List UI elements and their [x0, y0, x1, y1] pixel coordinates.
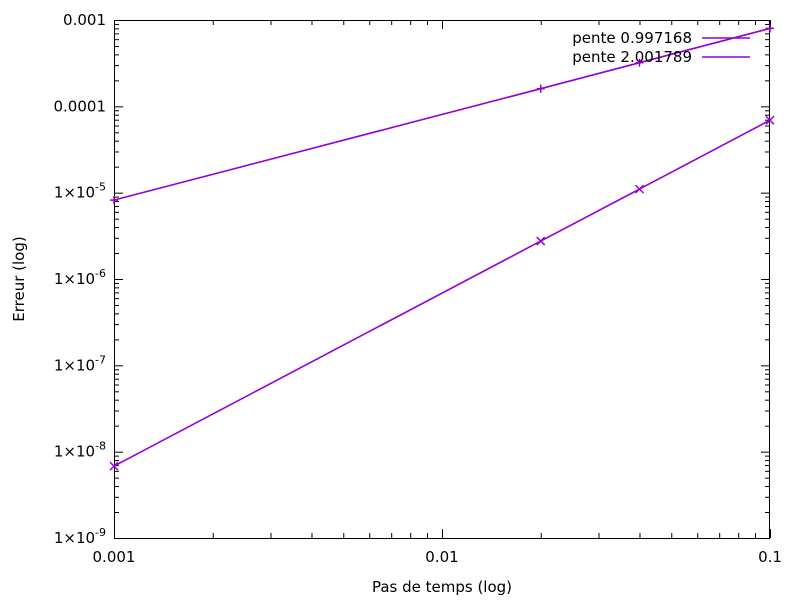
- series-line-2: [113, 119, 771, 467]
- y-tick-label-base: 1×10: [54, 184, 95, 202]
- series-layer: [109, 24, 775, 471]
- y-tick-label-exponent: -8: [95, 440, 106, 453]
- y-tick-label: 1×10-5: [54, 181, 106, 202]
- y-tick-label: 1×10-8: [54, 440, 106, 461]
- y-tick-label-exponent: -9: [95, 526, 106, 539]
- series-2-point: [634, 184, 645, 194]
- x-tick-label: 0.1: [758, 548, 782, 566]
- y-tick-label-base: 1×10: [54, 443, 95, 461]
- y-tick-label-exponent: -5: [95, 181, 106, 194]
- x-axis-title: Pas de temps (log): [372, 578, 512, 596]
- series-2-point: [765, 115, 775, 125]
- legend-label: pente 2.001789: [572, 48, 692, 66]
- data-point-marker: [765, 115, 775, 125]
- series-line-1: [113, 27, 771, 201]
- y-tick-label: 0.001: [63, 11, 106, 29]
- y-tick-label-exponent: -6: [95, 267, 106, 280]
- y-tick-label-base: 0.0001: [54, 97, 107, 115]
- ticks-layer: 0.0010.00011×10-51×10-61×10-71×10-81×10-…: [54, 11, 782, 566]
- y-tick-label: 1×10-6: [54, 267, 106, 288]
- series-1-point: [110, 196, 118, 205]
- series-2-point: [536, 236, 546, 246]
- y-tick-label-base: 1×10: [54, 529, 95, 547]
- y-axis-title: Erreur (log): [10, 236, 28, 321]
- series-1-point: [766, 24, 774, 33]
- data-point-marker: [536, 236, 546, 246]
- y-tick-label: 0.0001: [54, 97, 107, 115]
- data-point-marker: [634, 184, 645, 194]
- series-1-point: [635, 58, 644, 67]
- data-point-marker: [109, 461, 119, 471]
- series-1-point: [536, 84, 545, 93]
- y-tick-label-base: 0.001: [63, 11, 106, 29]
- y-tick-label: 1×10-7: [54, 353, 106, 374]
- legend-label: pente 0.997168: [572, 29, 692, 47]
- y-tick-label-base: 1×10: [54, 270, 95, 288]
- y-tick-label: 1×10-9: [54, 526, 106, 547]
- y-tick-label-base: 1×10: [54, 356, 95, 374]
- series-2-point: [109, 461, 119, 471]
- x-tick-label: 0.001: [93, 548, 136, 566]
- plot-frame: [114, 20, 770, 539]
- y-tick-label-exponent: -7: [95, 353, 106, 366]
- x-tick-label: 0.01: [425, 548, 458, 566]
